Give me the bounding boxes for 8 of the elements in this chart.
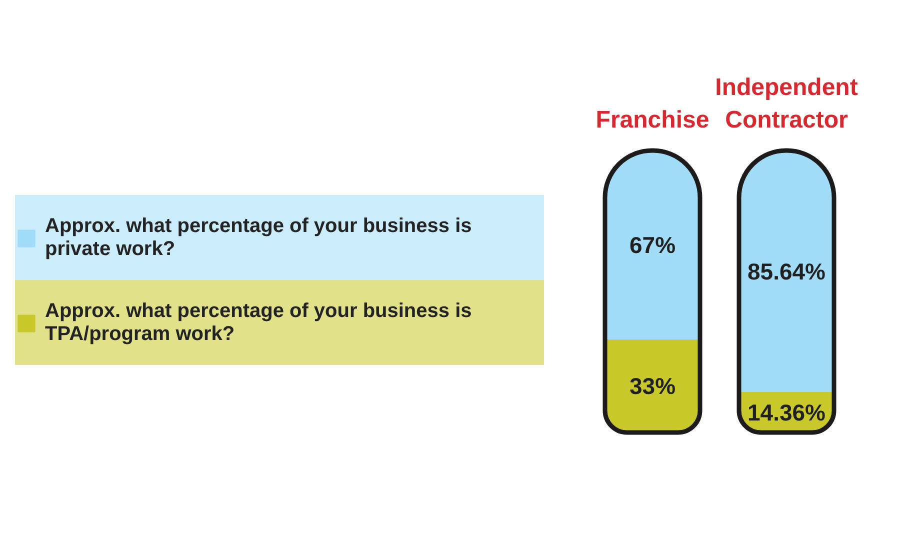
legend-label: Approx. what percentage of your business is private work?: [45, 214, 473, 262]
legend-label: Approx. what percentage of your business is TPA/program work?: [45, 298, 473, 346]
data-label: 67%: [629, 232, 676, 258]
data-label: 14.36%: [747, 399, 826, 426]
data-label: 33%: [629, 372, 676, 399]
x-tick-label: Franchise: [596, 106, 710, 134]
data-label: 85.64%: [747, 258, 826, 284]
x-tick-label: Independent Contractor: [715, 74, 858, 134]
